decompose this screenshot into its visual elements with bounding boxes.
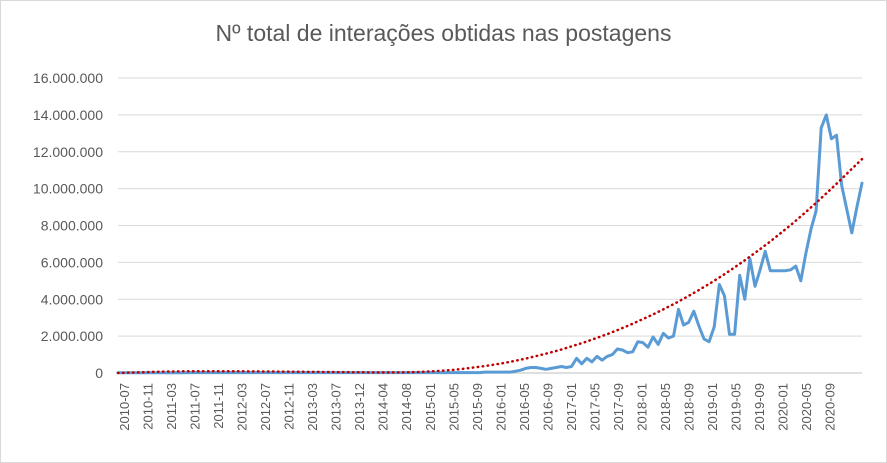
- x-tick-label: 2013-12: [352, 383, 367, 431]
- x-tick-label: 2011-07: [188, 383, 203, 430]
- x-tick-label: 2018-09: [681, 383, 696, 431]
- x-tick-label: 2020-05: [799, 383, 814, 431]
- x-tick-label: 2016-01: [493, 383, 508, 431]
- x-tick-label: 2018-05: [658, 383, 673, 431]
- x-tick-label: 2019-09: [752, 383, 767, 431]
- y-tick-label: 8.000.000: [41, 218, 103, 234]
- x-tick-label: 2010-07: [117, 383, 132, 431]
- x-tick-label: 2017-01: [564, 383, 579, 431]
- interactions-series: [116, 113, 864, 375]
- y-tick-label: 10.000.000: [33, 181, 103, 197]
- y-axis-ticks: 0 2.000.000 4.000.000 6.000.000 8.000.000 10.…: [33, 70, 103, 381]
- x-tick-label: 2014-08: [399, 383, 414, 431]
- x-tick-label: 2015-05: [446, 383, 461, 431]
- y-tick-label: 14.000.000: [33, 107, 103, 123]
- x-tick-label: 2020-01: [776, 383, 791, 431]
- y-tick-label: 0: [95, 365, 103, 381]
- x-tick-label: 2014-04: [376, 383, 391, 431]
- x-axis-ticks: 2010-07 2010-11 2011-03 2011-07 2011-11 2012-…: [117, 383, 838, 431]
- x-tick-label: 2011-03: [164, 383, 179, 430]
- x-tick-label: 2016-09: [540, 383, 555, 431]
- series-lines: [116, 113, 864, 375]
- gridlines: [118, 77, 862, 337]
- x-tick-label: 2020-09: [823, 383, 838, 431]
- x-tick-label: 2012-07: [258, 383, 273, 431]
- x-tick-label: 2012-03: [235, 383, 250, 431]
- y-tick-label: 16.000.000: [33, 70, 103, 86]
- x-tick-label: 2015-09: [470, 383, 485, 431]
- chart-title: Nº total de interações obtidas nas posta…: [215, 20, 672, 46]
- y-tick-label: 4.000.000: [41, 291, 103, 307]
- x-tick-label: 2011-11: [211, 383, 226, 429]
- y-tick-label: 2.000.000: [41, 328, 103, 344]
- x-tick-label: 2016-05: [517, 383, 532, 431]
- y-tick-label: 6.000.000: [41, 254, 103, 270]
- x-tick-label: 2015-01: [423, 383, 438, 431]
- x-tick-label: 2018-01: [634, 383, 649, 431]
- x-tick-label: 2019-01: [705, 383, 720, 431]
- x-tick-label: 2012-11: [282, 383, 297, 430]
- x-tick-label: 2013-07: [329, 383, 344, 431]
- x-tick-label: 2017-09: [611, 383, 626, 431]
- trendline-series: [116, 157, 864, 375]
- x-tick-label: 2013-03: [305, 383, 320, 431]
- y-tick-label: 12.000.000: [33, 144, 103, 160]
- x-tick-label: 2010-11: [141, 383, 156, 430]
- x-tick-label: 2019-05: [729, 383, 744, 431]
- x-tick-label: 2017-05: [587, 383, 602, 431]
